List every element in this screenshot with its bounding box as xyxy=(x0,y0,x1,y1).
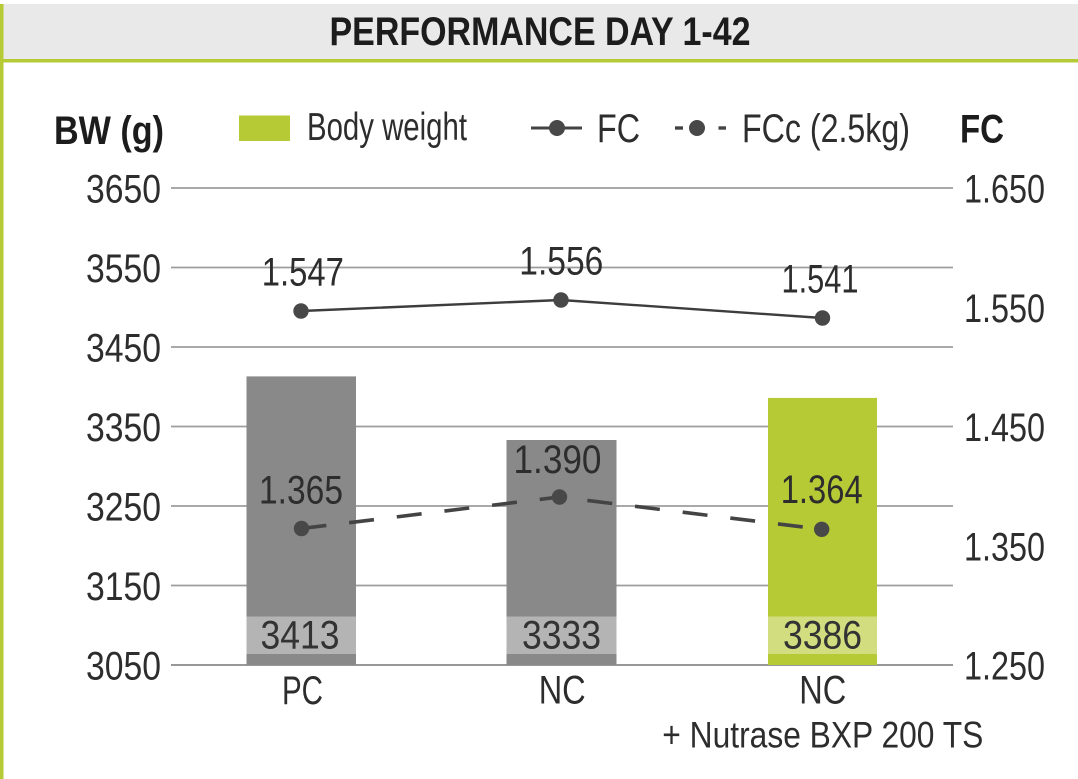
svg-text:3333: 3333 xyxy=(522,614,601,658)
svg-text:FC: FC xyxy=(597,107,640,151)
svg-text:1.556: 1.556 xyxy=(519,239,603,283)
svg-text:1.650: 1.650 xyxy=(964,168,1045,212)
svg-text:1.547: 1.547 xyxy=(262,251,344,295)
svg-text:FC: FC xyxy=(960,108,1004,152)
svg-text:Body weight: Body weight xyxy=(307,106,467,149)
svg-text:3413: 3413 xyxy=(261,614,340,658)
svg-text:3550: 3550 xyxy=(86,247,161,291)
svg-text:3250: 3250 xyxy=(86,486,161,530)
svg-text:PC: PC xyxy=(282,669,323,713)
svg-text:3350: 3350 xyxy=(86,406,161,450)
svg-text:FCc (2.5kg): FCc (2.5kg) xyxy=(742,107,910,151)
svg-text:3150: 3150 xyxy=(86,565,161,609)
svg-text:1.550: 1.550 xyxy=(964,287,1045,331)
svg-text:+ Nutrase BXP 200 TS: + Nutrase BXP 200 TS xyxy=(662,714,983,756)
svg-text:3050: 3050 xyxy=(86,645,161,689)
svg-text:3650: 3650 xyxy=(86,168,161,212)
svg-text:1.350: 1.350 xyxy=(964,525,1045,569)
svg-text:BW (g): BW (g) xyxy=(54,109,164,153)
svg-text:NC: NC xyxy=(799,669,846,713)
svg-text:PERFORMANCE DAY 1-42: PERFORMANCE DAY 1-42 xyxy=(330,10,751,54)
svg-text:1.365: 1.365 xyxy=(259,469,343,513)
svg-text:1.390: 1.390 xyxy=(514,438,602,482)
svg-text:3386: 3386 xyxy=(783,614,862,658)
svg-text:1.450: 1.450 xyxy=(964,406,1045,450)
svg-text:1.250: 1.250 xyxy=(964,645,1045,689)
svg-text:3450: 3450 xyxy=(86,327,161,371)
svg-text:1.541: 1.541 xyxy=(782,258,859,302)
svg-text:NC: NC xyxy=(539,669,586,713)
svg-text:1.364: 1.364 xyxy=(781,468,863,512)
